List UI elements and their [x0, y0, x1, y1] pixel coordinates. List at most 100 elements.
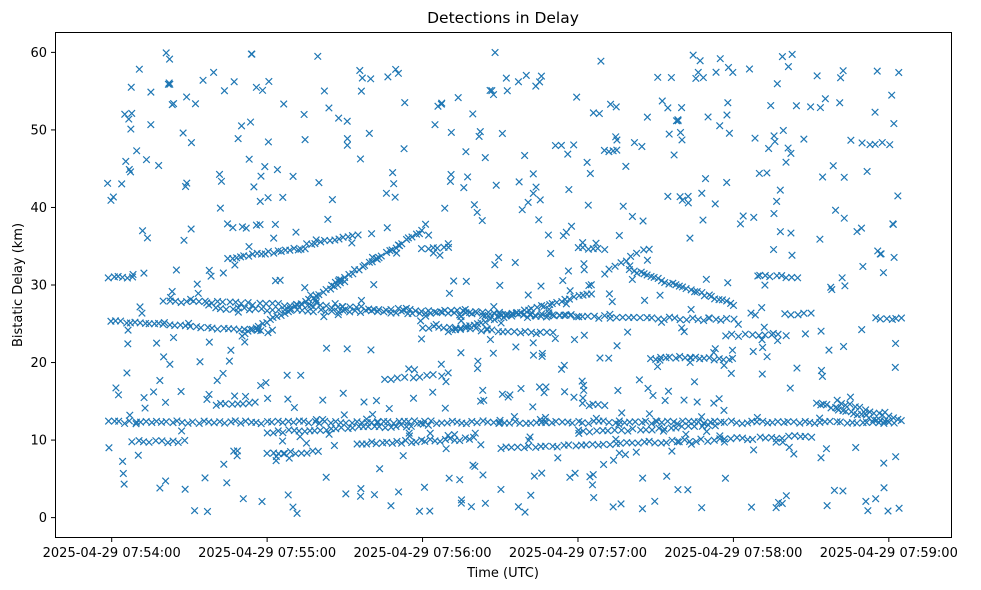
data-point	[217, 177, 226, 186]
data-point	[815, 414, 824, 422]
data-point	[126, 168, 135, 176]
data-point	[549, 328, 557, 337]
data-point	[617, 258, 625, 267]
data-point	[725, 129, 734, 138]
data-point	[520, 151, 529, 160]
data-point	[269, 234, 278, 242]
data-point	[755, 169, 764, 178]
data-point	[320, 312, 328, 321]
data-point	[788, 50, 796, 59]
data-point	[772, 197, 781, 206]
data-point	[630, 138, 639, 147]
data-point	[469, 433, 478, 442]
data-point	[684, 199, 693, 207]
data-point	[678, 283, 687, 291]
data-point	[225, 357, 234, 365]
data-point	[246, 118, 255, 126]
data-point	[304, 419, 313, 427]
data-point	[325, 104, 333, 112]
data-point	[606, 310, 614, 319]
data-point	[159, 297, 167, 305]
data-point	[393, 437, 401, 446]
data-point	[645, 410, 654, 418]
data-point	[212, 401, 221, 409]
data-point	[234, 308, 243, 316]
data-point	[535, 78, 544, 86]
data-point	[262, 378, 270, 387]
data-point	[829, 162, 837, 170]
data-point	[680, 436, 689, 444]
data-point	[663, 417, 672, 425]
data-point	[643, 271, 651, 279]
x-tick-label: 2025-04-29 07:57:00	[509, 546, 647, 561]
data-point	[289, 418, 298, 427]
data-point	[409, 394, 418, 402]
data-point	[750, 213, 758, 222]
data-point	[605, 290, 614, 298]
data-point	[237, 122, 246, 130]
data-point	[444, 431, 452, 440]
data-point	[274, 306, 283, 314]
data-point	[479, 386, 487, 395]
data-point	[345, 308, 354, 316]
x-tick-label: 2025-04-29 07:59:00	[820, 546, 958, 561]
data-point	[245, 306, 254, 314]
data-point	[195, 419, 203, 428]
data-point	[332, 425, 340, 433]
data-point	[545, 309, 553, 317]
data-point	[787, 149, 795, 158]
data-point	[444, 309, 452, 317]
data-point	[542, 383, 550, 391]
data-point	[427, 417, 435, 425]
data-point	[241, 417, 250, 425]
data-point	[382, 189, 391, 198]
data-point	[684, 422, 693, 430]
data-point	[786, 384, 794, 392]
data-point	[640, 296, 649, 305]
data-point	[169, 333, 178, 342]
data-point	[370, 280, 378, 289]
data-point	[388, 439, 397, 447]
data-point	[589, 109, 598, 117]
data-point	[279, 428, 287, 437]
data-point	[796, 419, 804, 427]
data-point	[251, 305, 260, 313]
data-point	[774, 498, 783, 507]
data-point	[292, 228, 300, 236]
data-point	[316, 238, 325, 246]
data-point	[478, 216, 486, 225]
data-point	[365, 258, 374, 267]
data-point	[178, 418, 186, 427]
data-point	[239, 494, 248, 503]
data-point	[397, 420, 405, 429]
data-point	[612, 103, 620, 111]
data-point	[702, 427, 711, 436]
data-point	[195, 297, 203, 306]
data-point	[179, 129, 187, 137]
data-point	[836, 74, 845, 82]
data-point	[676, 192, 684, 201]
data-point	[254, 322, 263, 331]
data-point	[433, 244, 441, 252]
data-point	[391, 193, 399, 201]
data-point	[592, 414, 601, 423]
data-point	[457, 312, 465, 321]
data-point	[220, 460, 228, 468]
data-point	[757, 303, 766, 312]
data-point	[490, 302, 498, 311]
y-tick-label: 60	[30, 46, 47, 61]
data-point	[182, 93, 191, 101]
data-point	[264, 247, 273, 256]
data-point	[585, 281, 593, 290]
data-point	[263, 429, 272, 437]
data-point	[760, 323, 769, 331]
data-point	[309, 308, 318, 316]
data-point	[351, 306, 359, 315]
data-point	[127, 109, 136, 118]
data-point	[394, 69, 403, 78]
data-point	[631, 418, 639, 426]
data-point	[284, 307, 293, 316]
data-point	[628, 424, 637, 433]
data-point	[794, 311, 802, 319]
data-point	[388, 246, 396, 254]
